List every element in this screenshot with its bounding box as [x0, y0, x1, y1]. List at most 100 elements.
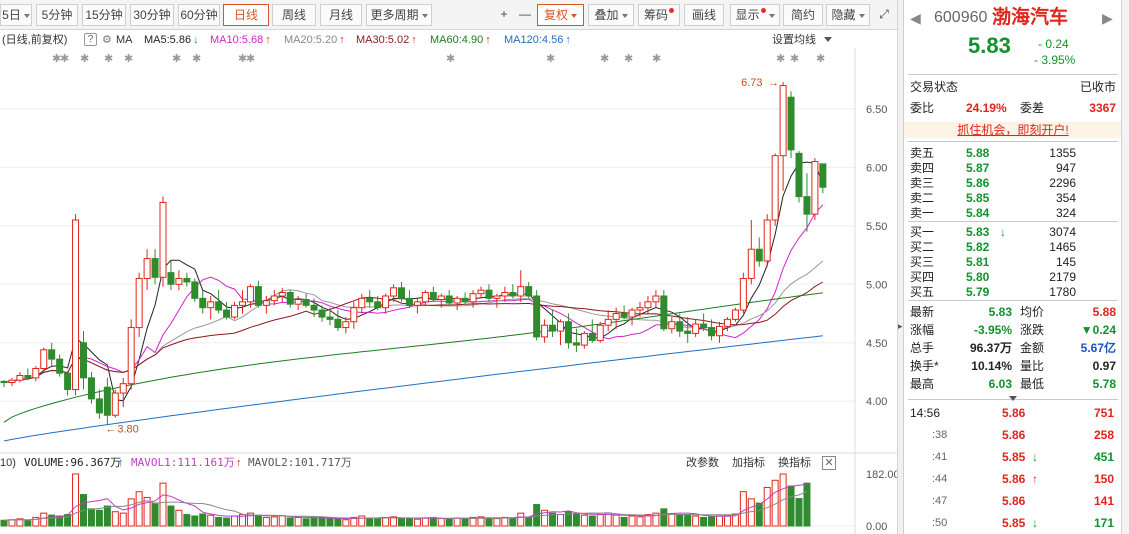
candle[interactable]: [318, 305, 326, 322]
event-markers[interactable]: ✱✱ ✱ ✱ ✱ ✱ ✱ ✱✱ ✱ ✱ ✱ ✱ ✱ ✱ ✱ ✱: [52, 53, 825, 65]
candle[interactable]: [461, 292, 469, 305]
candle[interactable]: [517, 270, 525, 302]
tool-button-0[interactable]: +: [494, 4, 514, 26]
candle[interactable]: [755, 237, 763, 267]
candle[interactable]: [302, 293, 310, 308]
candle[interactable]: [398, 281, 405, 302]
set-ma-button[interactable]: 设置均线: [772, 34, 816, 46]
candle[interactable]: [326, 307, 334, 326]
candle[interactable]: [310, 298, 318, 318]
candle[interactable]: [366, 290, 374, 308]
candle[interactable]: [485, 284, 493, 302]
candle[interactable]: [374, 296, 382, 311]
candle[interactable]: [390, 284, 398, 302]
candle[interactable]: [294, 296, 302, 311]
candle[interactable]: [95, 389, 103, 419]
add-indicator-button[interactable]: 加指标: [732, 457, 765, 469]
expand-caret-icon[interactable]: [1009, 396, 1017, 401]
candle[interactable]: [342, 317, 350, 334]
candle[interactable]: [636, 301, 644, 318]
candle[interactable]: [716, 321, 723, 343]
candle[interactable]: [175, 270, 183, 291]
candle[interactable]: [32, 366, 40, 382]
candle[interactable]: [549, 310, 557, 337]
candle[interactable]: [509, 284, 517, 299]
candle[interactable]: [413, 298, 421, 314]
candle[interactable]: [48, 342, 56, 367]
candle[interactable]: [580, 331, 588, 349]
tool-button-5[interactable]: 画线: [684, 4, 724, 26]
period-button-1[interactable]: 5分钟: [36, 4, 78, 26]
tool-button-4[interactable]: 筹码: [638, 4, 680, 26]
candle[interactable]: [350, 301, 358, 329]
candle[interactable]: [803, 173, 811, 232]
candle[interactable]: [628, 307, 636, 326]
candle[interactable]: [564, 313, 572, 349]
candle[interactable]: [103, 377, 111, 425]
close-indicator-icon[interactable]: ✕: [822, 456, 836, 470]
candle[interactable]: [596, 321, 604, 343]
candle[interactable]: [819, 163, 827, 194]
tool-button-1[interactable]: —: [515, 4, 535, 26]
candle[interactable]: [533, 290, 541, 341]
candle[interactable]: [612, 307, 620, 329]
candle[interactable]: [87, 372, 95, 404]
period-button-2[interactable]: 15分钟: [82, 4, 126, 26]
tool-button-7[interactable]: 简约: [783, 4, 823, 26]
edit-params-button[interactable]: 改参数: [686, 457, 719, 469]
candle[interactable]: [541, 319, 549, 343]
candle[interactable]: [660, 290, 668, 332]
candle[interactable]: [0, 380, 8, 388]
candle[interactable]: [763, 214, 771, 267]
tool-button-8[interactable]: 隐藏: [826, 4, 870, 26]
candle[interactable]: [223, 301, 231, 320]
candle[interactable]: [684, 317, 692, 343]
settings-gear-icon[interactable]: ⚙: [102, 34, 112, 46]
candle[interactable]: [572, 328, 580, 353]
candle[interactable]: [445, 290, 453, 306]
candle[interactable]: [620, 305, 628, 320]
candle[interactable]: [56, 354, 64, 377]
candle[interactable]: [80, 331, 87, 390]
candle[interactable]: [652, 290, 660, 308]
candle[interactable]: [151, 249, 159, 285]
candle[interactable]: [262, 296, 270, 314]
period-button-8[interactable]: 更多周期: [366, 4, 432, 26]
candle[interactable]: [16, 372, 24, 383]
period-button-5[interactable]: 日线: [223, 4, 269, 26]
candle[interactable]: [557, 319, 564, 346]
candle[interactable]: [771, 153, 779, 226]
candle[interactable]: [167, 260, 175, 291]
candle[interactable]: [525, 281, 533, 299]
candle[interactable]: [731, 307, 739, 322]
candle[interactable]: [143, 249, 151, 291]
candle[interactable]: [668, 317, 676, 334]
kline-chart[interactable]: 6.506.005.505.004.504.00✱✱ ✱ ✱ ✱ ✱ ✱ ✱✱ ✱ ✱ ✱ ✱ ✱ ✱ ✱…: [0, 48, 897, 534]
candle[interactable]: [215, 290, 223, 314]
candle[interactable]: [135, 272, 143, 337]
candle[interactable]: [421, 290, 429, 306]
candle[interactable]: [24, 368, 32, 381]
candle[interactable]: [405, 290, 413, 308]
candle[interactable]: [111, 389, 119, 418]
candle[interactable]: [588, 319, 596, 343]
candle[interactable]: [644, 296, 652, 314]
volume-bars[interactable]: [0, 473, 811, 527]
period-button-0[interactable]: 5日: [0, 4, 32, 26]
help-icon[interactable]: ?: [84, 33, 97, 46]
candle[interactable]: [429, 286, 437, 302]
candle[interactable]: [278, 287, 286, 302]
period-button-4[interactable]: 60分钟: [178, 4, 220, 26]
promo-row[interactable]: 抓住机会，即刻开户!: [904, 122, 1122, 138]
candle[interactable]: [795, 151, 803, 203]
candle[interactable]: [811, 158, 819, 220]
ma-settings-caret-icon[interactable]: [824, 37, 832, 42]
candle[interactable]: [453, 296, 461, 311]
candle[interactable]: [604, 310, 612, 332]
candle[interactable]: [493, 293, 501, 308]
tool-button-9[interactable]: ⤢: [873, 4, 895, 26]
panel-divider[interactable]: ▸: [897, 0, 903, 534]
candle[interactable]: [199, 290, 207, 314]
candle[interactable]: [358, 293, 366, 314]
period-button-3[interactable]: 30分钟: [130, 4, 174, 26]
